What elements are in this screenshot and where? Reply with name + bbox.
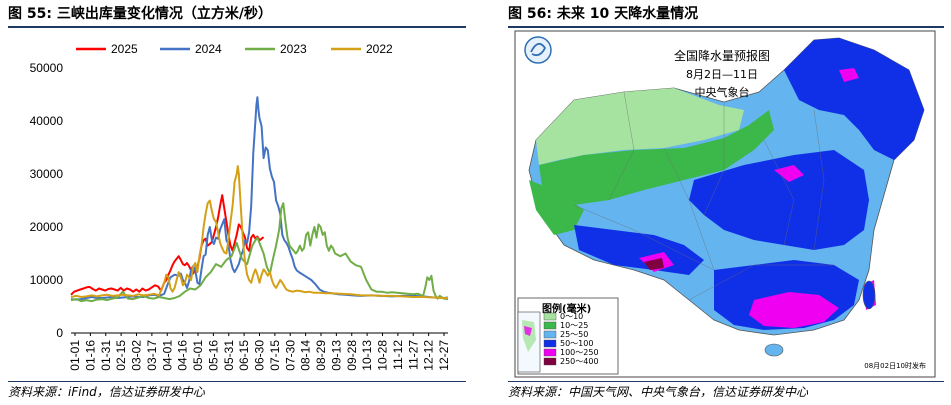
x-tick-label: 01-16 — [83, 340, 97, 371]
map-legend-label: 250～400 — [560, 357, 599, 366]
left-figure-panel: 图 55: 三峡出库量变化情况（立方米/秒） 0 10000 20000 30000 4… — [0, 0, 470, 405]
cma-logo-icon — [524, 36, 552, 64]
x-tick-label: 09-13 — [329, 340, 343, 371]
series-line-2022 — [70, 165, 448, 299]
x-tick-label: 09-28 — [345, 340, 359, 371]
map-legend-swatch — [543, 330, 557, 339]
south-china-sea-inset — [517, 311, 541, 373]
left-source-rule — [8, 381, 466, 382]
y-tick-label: 20000 — [30, 220, 64, 234]
y-tick-label: 50000 — [30, 61, 64, 75]
legend-label-2022: 2022 — [366, 42, 393, 56]
map-zone-10-25 — [539, 110, 774, 205]
x-tick-label: 03-17 — [145, 340, 159, 371]
discharge-line-chart: 0 10000 20000 30000 40000 50000 01-01 01-16 01-3… — [30, 42, 451, 371]
chart-axes: 0 10000 20000 30000 40000 50000 01-01 01-16 01-3… — [30, 61, 451, 371]
x-tick-label: 08-29 — [314, 340, 328, 371]
right-title-rule — [508, 26, 944, 28]
x-tick-label: 07-30 — [283, 340, 297, 371]
x-tick-label: 11-27 — [406, 340, 420, 370]
series-line-2023 — [70, 202, 449, 303]
right-source-note: 资料来源：中国天气网、中央气象台，信达证券研发中心 — [508, 385, 809, 399]
legend-label-2023: 2023 — [280, 42, 307, 56]
x-tick-label: 06-30 — [253, 340, 267, 371]
map-zone-100-250-north — [839, 68, 859, 82]
right-figure-panel: 图 56: 未来 10 天降水量情况 — [500, 0, 951, 405]
x-tick-label: 03-02 — [130, 340, 144, 371]
x-tick-label: 04-01 — [160, 340, 174, 371]
x-tick-label: 05-01 — [191, 340, 205, 371]
x-tick-label: 10-13 — [360, 340, 374, 371]
x-tick-label: 05-31 — [222, 340, 236, 371]
y-tick-label: 0 — [56, 326, 63, 340]
map-zone-50-100-north — [784, 38, 924, 160]
x-tick-label: 10-28 — [376, 340, 390, 371]
map-legend-label: 100～250 — [560, 348, 599, 357]
map-zone-250-400 — [644, 258, 664, 270]
chart-legend: 2025 2024 2023 2022 — [76, 42, 393, 56]
map-legend-swatch — [543, 312, 557, 321]
x-tick-label: 05-16 — [206, 340, 220, 371]
precipitation-forecast-map: 全国降水量预报图 8月2日—11日 中央气象台 图例(毫米) 0～1010～25… — [514, 30, 936, 378]
map-legend-swatch — [543, 357, 557, 366]
map-zone-50-100-central — [689, 150, 869, 250]
map-dates: 8月2日—11日 — [686, 68, 758, 81]
left-source-note: 资料来源：iFind，信达证券研发中心 — [8, 385, 205, 399]
map-legend-label: 10～25 — [560, 321, 588, 330]
map-legend-label: 25～50 — [560, 330, 588, 339]
map-legend-label: 0～10 — [560, 312, 583, 321]
x-tick-label: 06-15 — [237, 340, 251, 371]
x-tick-label: 04-16 — [176, 340, 190, 371]
x-tick-label: 11-12 — [391, 340, 405, 370]
map-legend-title: 图例(毫米) — [542, 302, 591, 315]
x-tick-label: 08-14 — [299, 340, 313, 371]
right-figure-title-text: 未来 10 天降水量情况 — [556, 6, 699, 22]
left-figure-title-text: 三峡出库量变化情况（立方米/秒） — [56, 6, 272, 22]
map-zone-100-250-south — [749, 292, 839, 328]
map-legend-swatch — [543, 339, 557, 348]
y-tick-label: 30000 — [30, 167, 64, 181]
series-line-2025 — [70, 194, 265, 296]
legend-label-2024: 2024 — [195, 42, 222, 56]
map-legend-label: 50～100 — [560, 339, 593, 348]
y-tick-label: 10000 — [30, 273, 64, 287]
map-title: 全国降水量预报图 — [674, 48, 770, 63]
x-tick-label: 01-31 — [99, 340, 113, 371]
chart-series — [70, 96, 449, 303]
right-source-rule — [508, 381, 944, 382]
y-tick-label: 40000 — [30, 114, 64, 128]
x-tick-label: 01-01 — [68, 340, 82, 371]
x-tick-label: 12-12 — [422, 340, 436, 371]
right-figure-label: 图 56: — [508, 6, 552, 22]
left-title-rule — [8, 26, 466, 28]
right-figure-title: 图 56: 未来 10 天降水量情况 — [508, 3, 698, 25]
series-line-2024 — [70, 96, 449, 301]
x-tick-label: 12-27 — [437, 340, 451, 371]
map-zone-0-10 — [536, 88, 744, 165]
legend-label-2025: 2025 — [111, 42, 138, 56]
left-figure-title: 图 55: 三峡出库量变化情况（立方米/秒） — [8, 3, 272, 25]
map-legend-swatch — [543, 348, 557, 357]
map-legend-swatch — [543, 321, 557, 330]
x-tick-label: 07-15 — [268, 340, 282, 371]
map-issue-note: 08月02日10时发布 — [864, 361, 926, 370]
x-tick-label: 02-15 — [114, 340, 128, 371]
map-agency: 中央气象台 — [695, 85, 750, 99]
left-figure-label: 图 55: — [8, 6, 52, 22]
